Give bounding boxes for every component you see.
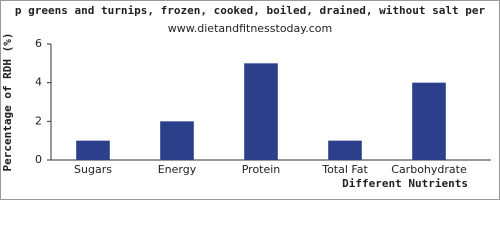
x-axis-label: Different Nutrients — [342, 177, 468, 190]
y-tick-label: 4 — [35, 76, 42, 89]
bar — [160, 121, 194, 160]
bar — [76, 140, 110, 160]
x-tick-label: Energy — [158, 163, 197, 176]
chart-title: p greens and turnips, frozen, cooked, bo… — [15, 4, 486, 17]
x-tick-label: Sugars — [74, 163, 112, 176]
chart: p greens and turnips, frozen, cooked, bo… — [0, 0, 500, 200]
chart-subtitle: www.dietandfitnesstoday.com — [168, 22, 332, 35]
x-tick-label: Total Fat — [321, 163, 368, 176]
x-tick-label: Protein — [242, 163, 281, 176]
y-tick-label: 2 — [35, 114, 42, 127]
y-axis-label: Percentage of RDH (%) — [1, 32, 14, 171]
y-tick-label: 0 — [35, 153, 42, 166]
bar — [328, 140, 362, 160]
x-tick-label: Carbohydrate — [391, 163, 467, 176]
page: p greens and turnips, frozen, cooked, bo… — [0, 0, 500, 200]
bar — [244, 63, 278, 161]
y-tick-label: 6 — [35, 37, 42, 50]
bar — [412, 82, 446, 160]
